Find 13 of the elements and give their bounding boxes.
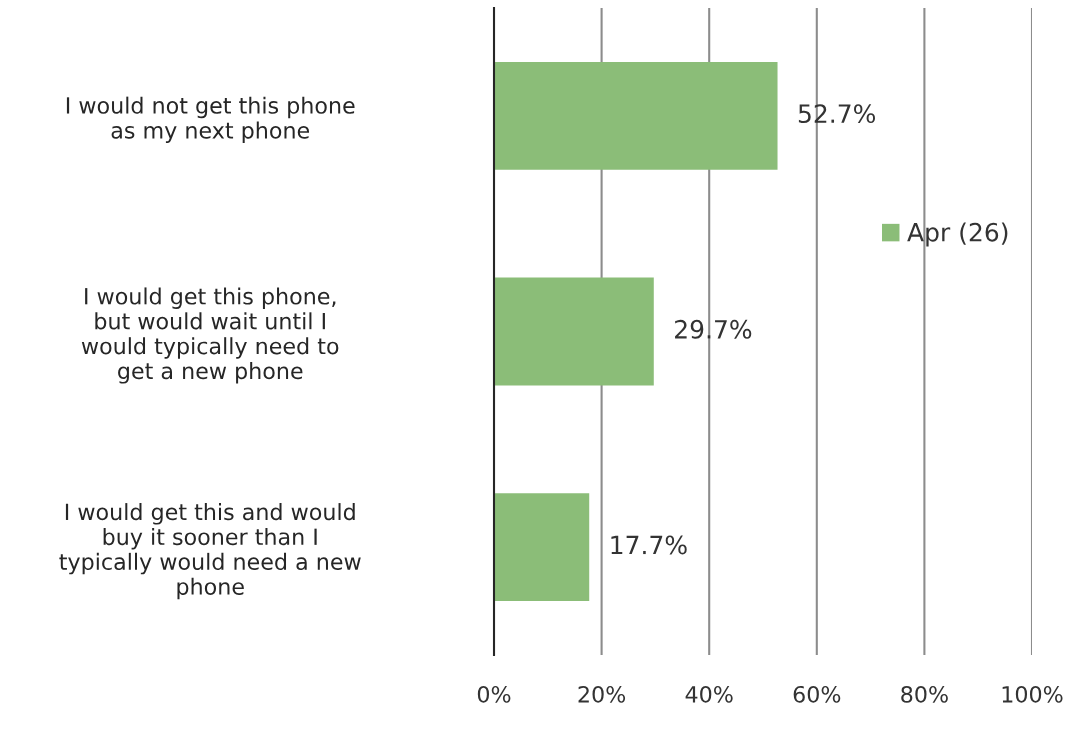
y-tick-label: I would get this phone, but would wait until I would typically need to get a new phone bbox=[81, 287, 339, 384]
bar bbox=[494, 61, 778, 170]
bar bbox=[494, 277, 654, 386]
x-tick-label: 40% bbox=[685, 685, 733, 703]
x-tick-label: 20% bbox=[578, 685, 626, 703]
y-tick-label: I would not get this phone as my next phone bbox=[66, 96, 355, 144]
x-tick-label: 0% bbox=[477, 685, 511, 703]
bar bbox=[494, 493, 590, 602]
y-tick-label: I would get this and would buy it sooner than I typically would need a new phone bbox=[59, 503, 361, 600]
x-tick-label: 80% bbox=[901, 685, 948, 703]
data-label: 17.7% bbox=[611, 535, 687, 555]
x-tick-label: 60% bbox=[793, 685, 841, 703]
x-tick-label: 100% bbox=[1002, 685, 1063, 703]
